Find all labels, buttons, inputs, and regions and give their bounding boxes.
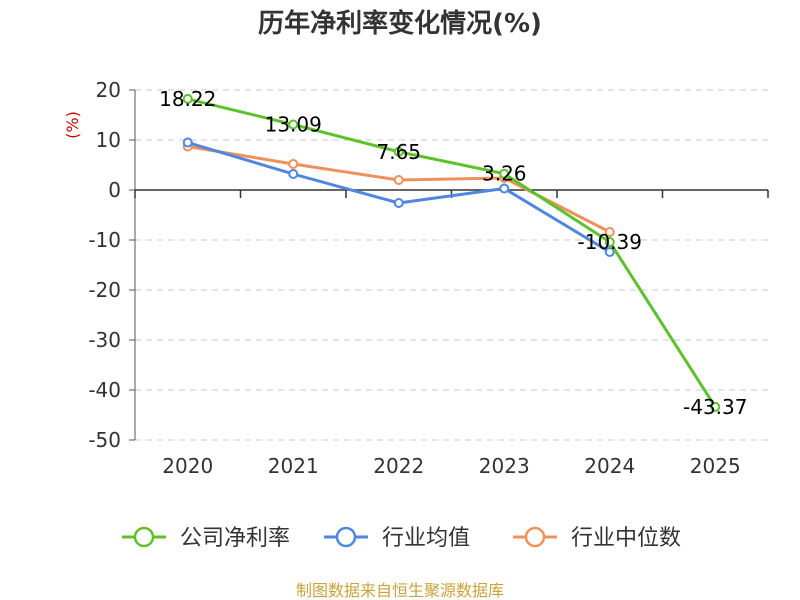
- legend-label: 行业均值: [382, 526, 470, 551]
- data-point[interactable]: [182, 93, 193, 104]
- data-label: -10.39: [578, 230, 642, 254]
- grid-layer: [135, 89, 768, 441]
- y-tick-label: -50: [88, 428, 121, 452]
- data-point[interactable]: [499, 183, 510, 194]
- x-tick-label: 2023: [479, 454, 530, 478]
- data-label: 18.22: [159, 87, 216, 111]
- series-line: [187, 97, 717, 408]
- y-tick-label: -10: [88, 228, 121, 252]
- data-point[interactable]: [710, 401, 721, 412]
- data-point[interactable]: [604, 247, 615, 257]
- data-point[interactable]: [288, 119, 299, 130]
- axis-layer: 20 10 0 -10 -20 -30 -40 -50 2020 2021 2022 2023 2024…: [88, 78, 769, 478]
- x-tick-label: 2024: [584, 454, 635, 478]
- legend-label: 公司净利率: [180, 526, 290, 551]
- x-tick-label: 2025: [690, 454, 741, 478]
- legend-item[interactable]: 公司净利率: [122, 526, 290, 551]
- data-point[interactable]: [499, 168, 510, 179]
- data-label: 3.26: [482, 162, 527, 186]
- data-point[interactable]: [288, 159, 299, 169]
- x-tick-label: 2021: [268, 454, 319, 478]
- y-tick-label: -20: [88, 278, 121, 302]
- data-point[interactable]: [393, 175, 404, 185]
- x-tick-label: 2020: [162, 454, 213, 478]
- y-tick-label: 10: [96, 128, 121, 152]
- data-point[interactable]: [182, 137, 193, 148]
- data-label-layer: 18.22 13.09 7.65 3.26 -10.39 -43.37: [159, 87, 747, 419]
- y-tick-label: 0: [108, 178, 121, 202]
- legend-swatch-marker: [335, 526, 357, 548]
- x-tick-label: 2022: [373, 454, 424, 478]
- data-point[interactable]: [604, 227, 615, 237]
- data-label: 13.09: [265, 113, 322, 137]
- y-tick-label: 20: [96, 78, 121, 102]
- data-point[interactable]: [604, 236, 615, 247]
- data-point[interactable]: [393, 198, 404, 208]
- legend-swatch-marker: [524, 526, 546, 548]
- y-tick-label: -30: [88, 328, 121, 352]
- chart-title: 历年净利率变化情况(%): [258, 8, 542, 39]
- y-tick-label: -40: [88, 378, 121, 402]
- series-layer: [182, 93, 721, 412]
- y-axis-label: (%): [63, 111, 82, 139]
- data-point[interactable]: [288, 169, 299, 179]
- legend-item[interactable]: 行业均值: [324, 526, 470, 551]
- legend-swatch-marker: [133, 526, 155, 548]
- data-label: 7.65: [376, 140, 421, 164]
- legend-label: 行业中位数: [571, 526, 681, 551]
- legend[interactable]: 公司净利率 行业均值 行业中位数: [122, 526, 681, 551]
- source-note: 制图数据来自恒生聚源数据库: [296, 581, 504, 600]
- legend-item[interactable]: 行业中位数: [513, 526, 681, 551]
- data-label: -43.37: [683, 395, 747, 419]
- data-point[interactable]: [393, 146, 404, 157]
